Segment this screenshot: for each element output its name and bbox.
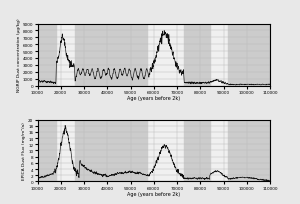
- Bar: [228, 24, 270, 86]
- Bar: [38, 24, 56, 86]
- X-axis label: Age (years before 2k): Age (years before 2k): [127, 191, 180, 196]
- Y-axis label: NGRIP Dust concentration (μg/kg): NGRIP Dust concentration (μg/kg): [17, 19, 21, 92]
- X-axis label: Age (years before 2k): Age (years before 2k): [127, 96, 180, 101]
- Bar: [75, 24, 147, 86]
- Y-axis label: EPICA Dust Flux (mg/m²/a): EPICA Dust Flux (mg/m²/a): [22, 122, 26, 180]
- Bar: [228, 120, 270, 182]
- Bar: [184, 120, 210, 182]
- Bar: [184, 24, 210, 86]
- Bar: [75, 120, 147, 182]
- Bar: [38, 120, 56, 182]
